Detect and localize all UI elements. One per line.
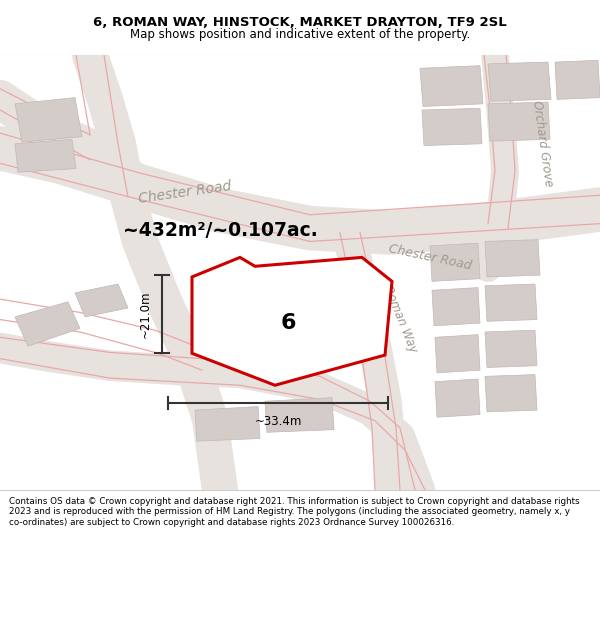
Polygon shape [195, 406, 260, 441]
Polygon shape [420, 66, 483, 106]
Text: ~21.0m: ~21.0m [139, 291, 152, 338]
Text: Map shows position and indicative extent of the property.: Map shows position and indicative extent… [130, 28, 470, 41]
Polygon shape [485, 239, 540, 277]
Polygon shape [488, 102, 550, 141]
Text: 6: 6 [280, 313, 296, 333]
Polygon shape [435, 379, 480, 418]
Polygon shape [15, 302, 80, 346]
Polygon shape [488, 62, 551, 101]
Polygon shape [485, 374, 537, 412]
Text: Orchard Grove: Orchard Grove [530, 100, 556, 188]
Polygon shape [555, 61, 600, 99]
Polygon shape [265, 398, 334, 432]
Polygon shape [192, 258, 392, 385]
Polygon shape [422, 108, 482, 146]
Text: Chester Road: Chester Road [137, 179, 232, 206]
Polygon shape [485, 330, 537, 367]
Polygon shape [248, 293, 318, 346]
Polygon shape [75, 284, 128, 317]
Text: ~432m²/~0.107ac.: ~432m²/~0.107ac. [122, 221, 317, 240]
Text: 6, ROMAN WAY, HINSTOCK, MARKET DRAYTON, TF9 2SL: 6, ROMAN WAY, HINSTOCK, MARKET DRAYTON, … [93, 16, 507, 29]
Text: ~33.4m: ~33.4m [254, 416, 302, 428]
Polygon shape [15, 98, 82, 142]
Polygon shape [485, 284, 537, 321]
Text: Chester Road: Chester Road [388, 242, 473, 272]
Polygon shape [432, 288, 480, 326]
Polygon shape [430, 243, 480, 281]
Polygon shape [15, 139, 76, 172]
Polygon shape [435, 334, 480, 373]
Text: Roman Way: Roman Way [381, 284, 419, 355]
Text: Contains OS data © Crown copyright and database right 2021. This information is : Contains OS data © Crown copyright and d… [9, 497, 580, 526]
